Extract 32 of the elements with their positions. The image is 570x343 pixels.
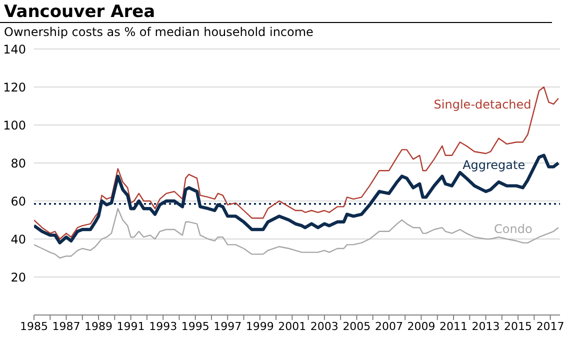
y-tick-label: 100	[3, 118, 26, 132]
chart-title: Vancouver Area	[0, 0, 552, 23]
x-tick-label: 2005	[342, 320, 371, 333]
x-tick-label: 2017	[536, 320, 564, 333]
x-tick-label: 2003	[310, 320, 338, 333]
y-tick-label: 80	[10, 156, 26, 170]
x-tick-label: 1993	[149, 320, 178, 333]
x-tick-label: 2007	[374, 320, 403, 333]
y-tick-label: 20	[10, 270, 26, 284]
x-tick-label: 2001	[278, 320, 306, 333]
x-tick-label: 1991	[116, 320, 145, 333]
line-series	[34, 86, 559, 240]
x-tick-label: 1999	[246, 320, 274, 333]
y-tick-label: 60	[10, 194, 26, 208]
line-series	[34, 154, 560, 244]
y-tick-label: 120	[3, 80, 26, 94]
chart-subtitle: Ownership costs as % of median household income	[3, 24, 314, 39]
x-tick-label: 1987	[52, 320, 80, 333]
x-tick-label: 2009	[407, 320, 436, 333]
y-tick-label: 40	[10, 232, 26, 246]
y-tick-label: 140	[3, 42, 26, 56]
series-label: Single-detached	[434, 97, 532, 112]
x-tick-label: 1989	[84, 320, 113, 333]
x-tick-label: 2011	[440, 320, 468, 333]
x-tick-label: 1997	[214, 320, 242, 333]
series-label: Aggregate	[462, 158, 526, 172]
x-tick-label: 1995	[181, 320, 210, 333]
x-tick-label: 2015	[504, 320, 532, 333]
x-tick-label: 1985	[20, 320, 48, 333]
series-label: Condo	[494, 222, 532, 236]
x-tick-label: 2013	[472, 320, 500, 333]
line-series	[34, 208, 559, 259]
